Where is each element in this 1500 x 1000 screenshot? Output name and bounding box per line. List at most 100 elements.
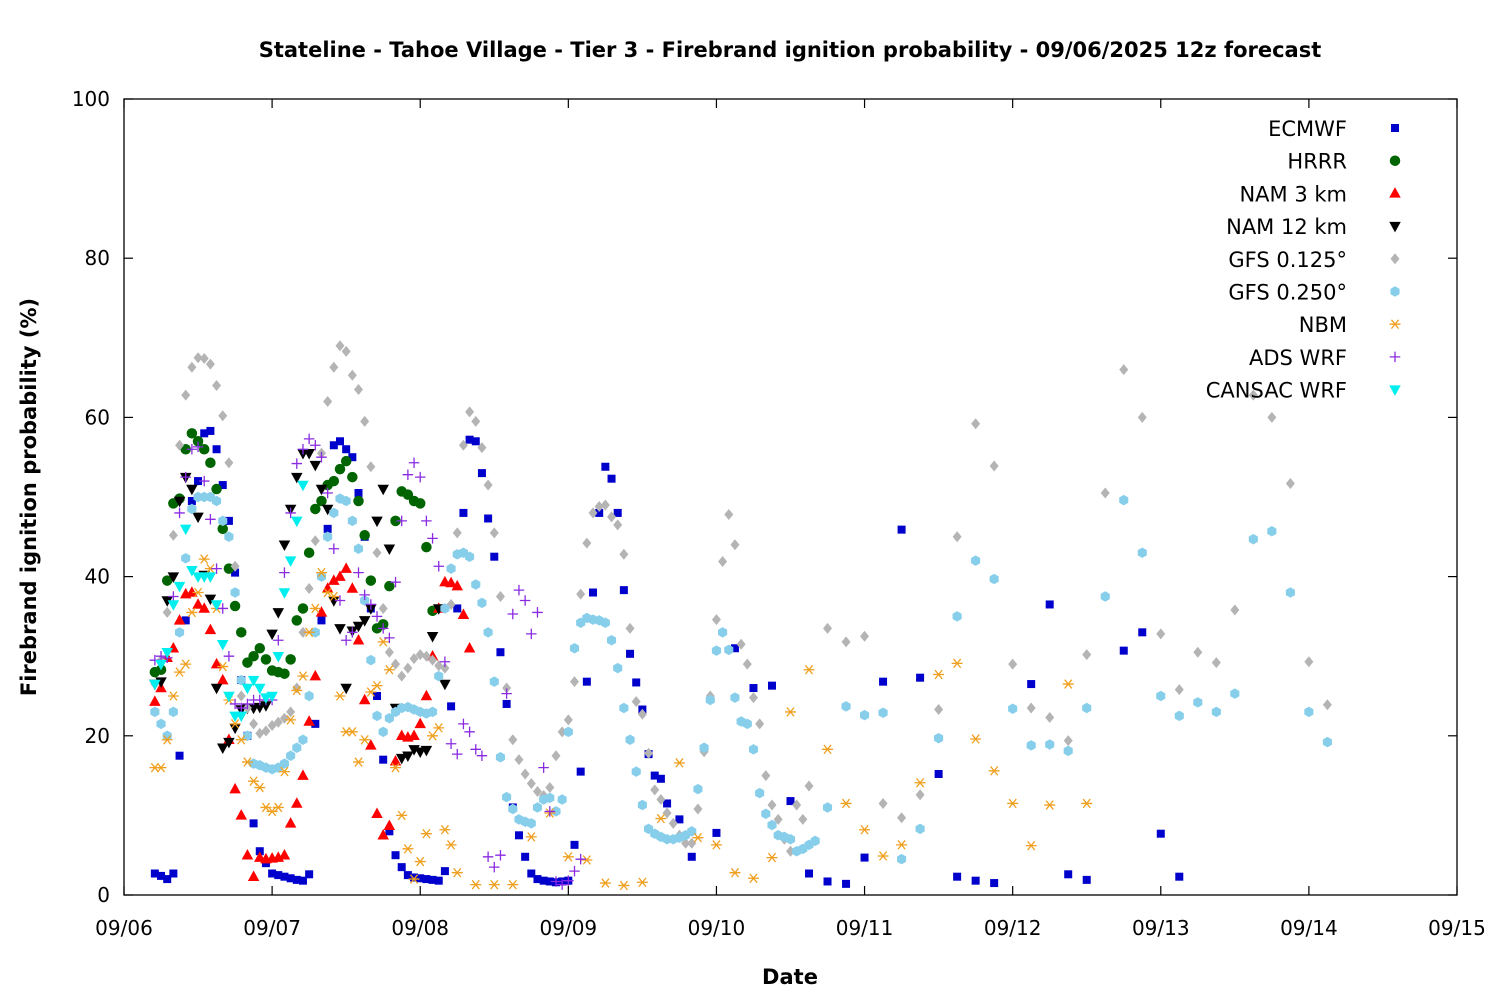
data-point (155, 650, 167, 662)
data-point (761, 770, 771, 782)
data-point (463, 641, 476, 653)
legend-label: GFS 0.250° (1228, 281, 1347, 305)
data-point (1026, 702, 1036, 714)
data-point (377, 484, 389, 496)
data-point (192, 512, 204, 524)
data-point (329, 361, 339, 373)
data-point (465, 435, 474, 444)
data-point (711, 614, 721, 626)
data-point (748, 744, 759, 755)
data-point (279, 758, 289, 769)
data-point (860, 853, 869, 862)
data-point (433, 723, 445, 733)
data-point (989, 573, 999, 585)
data-point (211, 483, 222, 495)
data-point (212, 445, 221, 454)
data-point (532, 802, 543, 813)
data-point (334, 624, 346, 635)
data-point (366, 461, 376, 473)
data-point (618, 880, 630, 891)
data-point (508, 803, 518, 815)
data-point (606, 635, 617, 646)
plot-frame (123, 98, 1458, 896)
data-point (490, 552, 499, 561)
data-point (347, 369, 357, 381)
data-point (1138, 628, 1147, 637)
data-point (167, 572, 180, 583)
data-point (323, 524, 332, 533)
data-point (636, 877, 648, 888)
data-point (186, 607, 198, 618)
data-point (656, 793, 666, 805)
data-point (291, 685, 303, 696)
data-point (619, 702, 629, 714)
y-axis-label: Firebrand ignition probability (%) (17, 298, 41, 696)
data-point (514, 831, 523, 840)
data-point (589, 588, 598, 597)
data-point (520, 768, 530, 780)
data-point (248, 650, 259, 662)
data-point (310, 440, 321, 451)
data-point (321, 504, 334, 516)
data-point (291, 458, 303, 469)
data-point (626, 649, 635, 658)
data-point (342, 445, 351, 454)
data-point (421, 650, 431, 662)
data-point (310, 535, 320, 547)
data-point (150, 869, 159, 878)
data-point (970, 734, 982, 744)
data-point (402, 844, 414, 854)
data-point (396, 515, 407, 527)
data-point (414, 498, 426, 509)
data-point (316, 571, 327, 582)
data-point (458, 718, 469, 730)
data-point (451, 867, 463, 878)
data-point (440, 603, 450, 614)
data-point (163, 875, 172, 884)
data-point (711, 645, 721, 656)
data-point (1027, 680, 1036, 689)
data-point (803, 664, 815, 675)
data-point (268, 869, 277, 878)
data-point (625, 734, 635, 746)
data-point (655, 813, 667, 824)
data-point (952, 531, 962, 543)
data-point (218, 515, 228, 527)
legend-marker (1389, 351, 1401, 363)
data-point (1137, 411, 1147, 423)
data-point (304, 690, 314, 702)
series-nam-3-km (149, 562, 476, 881)
data-point (352, 621, 365, 633)
data-point (280, 872, 289, 881)
data-point (502, 699, 511, 708)
data-point (710, 840, 722, 850)
data-point (291, 615, 303, 626)
data-point (408, 729, 420, 741)
data-point (285, 654, 296, 665)
data-point (557, 794, 567, 805)
y-tick-label: 20 (85, 724, 110, 748)
data-point (223, 691, 235, 703)
data-point (496, 648, 505, 657)
data-point (1304, 656, 1314, 668)
data-point (187, 503, 197, 515)
data-point (433, 561, 444, 572)
data-point (328, 596, 340, 607)
data-point (550, 876, 562, 887)
data-point (533, 875, 542, 884)
data-point (631, 766, 641, 777)
axis-ticks: 09/06 09/07 09/08 09/09 09/10 09/11 09/12 09/13… (72, 87, 1486, 940)
data-point (439, 824, 451, 835)
data-point (465, 551, 475, 562)
x-tick-label: 09/08 (391, 916, 449, 940)
data-point (224, 531, 234, 543)
data-point (1082, 649, 1092, 661)
data-point (465, 406, 475, 418)
data-point (377, 637, 389, 647)
data-point (341, 345, 351, 357)
data-point (798, 813, 808, 825)
data-point (248, 776, 260, 786)
data-point (192, 587, 204, 598)
data-point (933, 669, 945, 680)
